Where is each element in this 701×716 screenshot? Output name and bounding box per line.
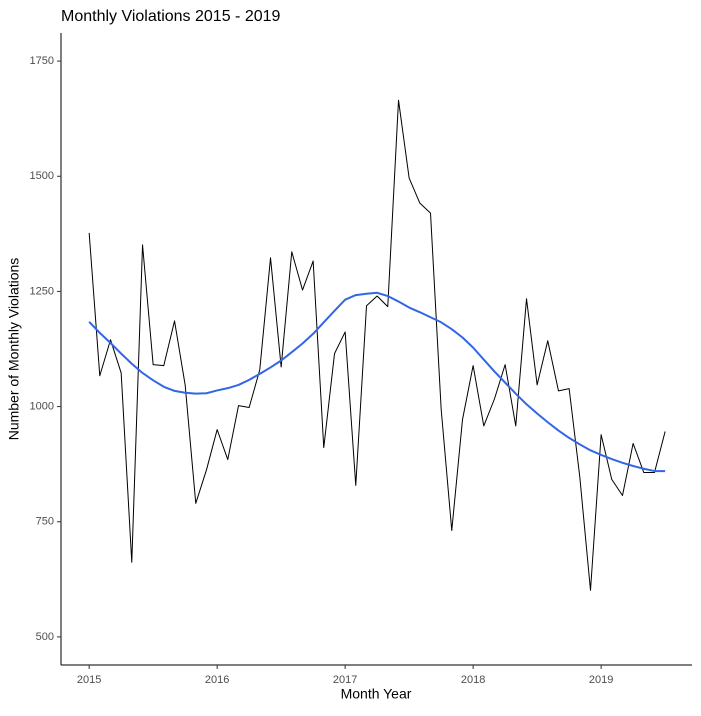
x-axis-label: Month Year [341,686,412,702]
y-axis-label: Number of Monthly Violations [6,258,22,441]
y-tick-label: 1500 [30,170,54,182]
y-tick-label: 1250 [30,285,54,297]
y-tick-label: 500 [36,631,54,643]
x-tick-label: 2019 [589,674,613,686]
x-tick-label: 2018 [461,674,485,686]
x-tick-label: 2017 [333,674,357,686]
x-tick-label: 2016 [205,674,229,686]
y-tick-label: 1000 [30,400,54,412]
series-line [88,99,666,591]
y-tick-label: 1750 [30,55,54,67]
y-tick-label: 750 [36,516,54,528]
series-line [88,291,666,473]
x-tick-label: 2015 [77,674,101,686]
chart-title: Monthly Violations 2015 - 2019 [61,8,281,25]
